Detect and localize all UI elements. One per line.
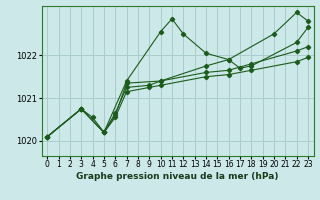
X-axis label: Graphe pression niveau de la mer (hPa): Graphe pression niveau de la mer (hPa): [76, 172, 279, 181]
